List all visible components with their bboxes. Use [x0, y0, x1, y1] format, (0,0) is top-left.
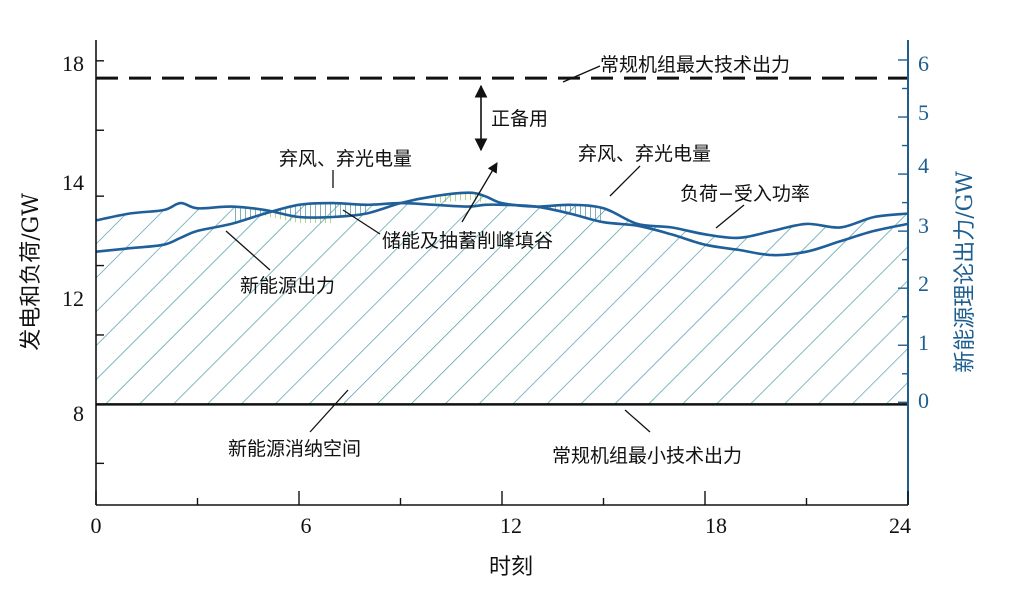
x-tick-6: 6 — [301, 513, 312, 538]
y-right-tick-3: 3 — [918, 213, 929, 238]
storage-leader-a — [342, 209, 381, 235]
load-label: 负荷−受入功率 — [680, 183, 810, 205]
y-left-tick-14: 14 — [62, 170, 84, 195]
storage-label: 储能及抽蓄削峰填谷 — [382, 230, 553, 252]
y-right-axis-title: 新能源理论出力/GW — [953, 171, 978, 373]
load-label-leader — [715, 204, 745, 229]
min-label-leader — [624, 409, 651, 433]
max-line-leader — [562, 65, 601, 83]
renewable-output-line — [95, 201, 909, 257]
x-tick-24: 24 — [889, 513, 911, 538]
space-label: 新能源消纳空间 — [228, 438, 361, 460]
min-line-label: 常规机组最小技术出力 — [552, 445, 742, 467]
y-right-tick-1: 1 — [918, 330, 929, 355]
storage-leader-b — [461, 162, 498, 223]
y-left-tick-18: 18 — [62, 51, 84, 76]
y-left-tick-8: 8 — [73, 401, 84, 426]
x-tick-18: 18 — [705, 513, 727, 538]
renewable-accommodation-area — [96, 192, 908, 405]
reserve-label: 正备用 — [491, 108, 548, 130]
curtail1-label: 弃风、弃光电量 — [279, 148, 412, 170]
curtail2-leader — [609, 165, 641, 197]
x-tick-0: 0 — [91, 513, 102, 538]
re-label-leader — [225, 230, 271, 271]
y-right-tick-2: 2 — [918, 271, 929, 296]
y-left-tick-12: 12 — [62, 286, 84, 311]
y-left-axis-title: 发电和负荷/GW — [19, 193, 44, 351]
load-minus-import-line — [95, 191, 909, 240]
y-right-tick-4: 4 — [918, 153, 929, 178]
y-right-tick-5: 5 — [918, 100, 929, 125]
x-tick-12: 12 — [500, 513, 522, 538]
max-line-label: 常规机组最大技术出力 — [600, 54, 790, 76]
space-label-leader — [309, 389, 349, 433]
y-right-tick-6: 6 — [918, 51, 929, 76]
curtail2-label: 弃风、弃光电量 — [578, 143, 711, 165]
x-axis-title: 时刻 — [489, 555, 533, 580]
re-label: 新能源出力 — [240, 275, 335, 297]
y-right-tick-0: 0 — [918, 388, 929, 413]
